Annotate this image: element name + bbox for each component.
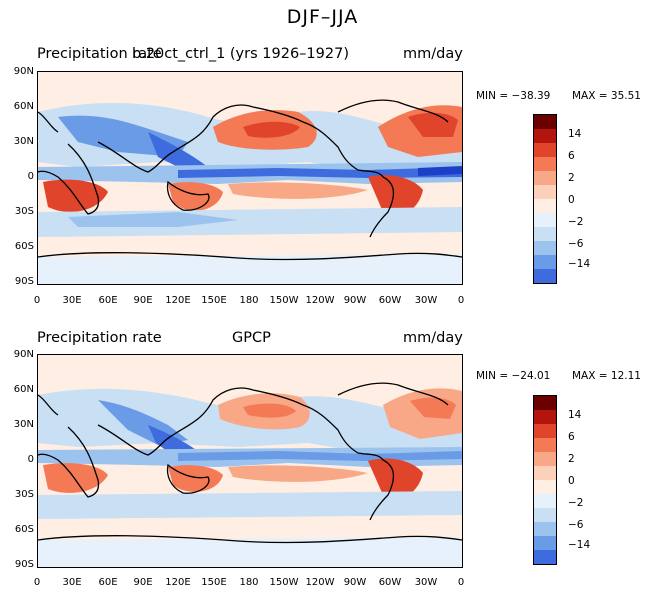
panel-1-lat-label: 30S — [14, 206, 34, 217]
panel-1-units: mm/day — [403, 46, 463, 62]
panel-1-colorbar-label: −14 — [568, 258, 591, 270]
panel-1-lat-label: 30N — [13, 136, 34, 147]
panel-2-units: mm/day — [403, 330, 463, 346]
panel-1-colorbar-label: 14 — [568, 128, 582, 140]
panel-1-colorbar — [533, 114, 557, 284]
panel-1-lon-label: 30W — [414, 295, 438, 306]
figure-title: DJF–JJA — [286, 6, 359, 28]
panel-2-lon-label: 0 — [457, 577, 465, 588]
panel-1-lon-label: 150E — [201, 295, 227, 306]
panel-2-lat-label: 90N — [13, 349, 34, 360]
panel-1-center-title: b.20ct_ctrl_1 (yrs 1926–1927) — [132, 46, 349, 62]
colorbar-swatch — [534, 199, 556, 213]
panel-2-lon-label: 150W — [269, 577, 299, 588]
colorbar-swatch — [534, 410, 556, 424]
panel-2-colorbar-label: 0 — [568, 475, 575, 487]
panel-1-lon-label: 120W — [305, 295, 335, 306]
panel-2-lat-label: 60N — [13, 384, 34, 395]
colorbar-swatch — [534, 452, 556, 466]
panel-2-lat-label: 60S — [14, 524, 34, 535]
panel-1-lon-label: 120E — [165, 295, 191, 306]
panel-2-colorbar-label: 2 — [568, 453, 575, 465]
panel-2-lat-label: 30S — [14, 489, 34, 500]
colorbar-swatch — [534, 213, 556, 227]
panel-2-left-title: Precipitation rate — [37, 330, 162, 346]
colorbar-swatch — [534, 143, 556, 157]
colorbar-swatch — [534, 171, 556, 185]
panel-1-map — [37, 71, 463, 285]
panel-2-lon-label: 30W — [414, 577, 438, 588]
panel-1-lat-label: 60N — [13, 101, 34, 112]
panel-1-max: MAX = 35.51 — [572, 90, 641, 102]
panel-2-max: MAX = 12.11 — [572, 370, 641, 382]
panel-2-colorbar-label: −2 — [568, 497, 584, 509]
panel-1-lon-label: 90E — [133, 295, 153, 306]
panel-2-colorbar-label: −14 — [568, 539, 591, 551]
panel-1-lon-label: 30E — [62, 295, 82, 306]
panel-1-lat-label: 0 — [27, 171, 34, 182]
colorbar-swatch — [534, 129, 556, 143]
panel-1-lon-label: 0 — [457, 295, 465, 306]
colorbar-swatch — [534, 396, 556, 410]
colorbar-swatch — [534, 241, 556, 255]
panel-1-colorbar-label: −2 — [568, 216, 584, 228]
panel-1-lat-label: 90N — [13, 66, 34, 77]
panel-1-lat-label: 90S — [14, 276, 34, 287]
panel-2-lon-label: 180 — [239, 577, 259, 588]
colorbar-swatch — [534, 227, 556, 241]
colorbar-swatch — [534, 480, 556, 494]
panel-2-lon-label: 120E — [165, 577, 191, 588]
panel-1-lon-label: 0 — [33, 295, 41, 306]
panel-1-lon-label: 150W — [269, 295, 299, 306]
panel-2-lon-label: 30E — [62, 577, 82, 588]
colorbar-swatch — [534, 269, 556, 283]
colorbar-swatch — [534, 508, 556, 522]
panel-2-lon-label: 0 — [33, 577, 41, 588]
panel-2-lon-label: 90E — [133, 577, 153, 588]
panel-2-colorbar-label: −6 — [568, 519, 584, 531]
panel-1-lon-label: 60E — [98, 295, 118, 306]
colorbar-swatch — [534, 494, 556, 508]
panel-2-lon-label: 60E — [98, 577, 118, 588]
panel-2-lon-label: 90W — [343, 577, 367, 588]
colorbar-swatch — [534, 438, 556, 452]
panel-2-colorbar-label: 6 — [568, 431, 575, 443]
panel-1-lon-label: 60W — [378, 295, 402, 306]
panel-2-lat-label: 0 — [27, 454, 34, 465]
colorbar-swatch — [534, 522, 556, 536]
colorbar-swatch — [534, 424, 556, 438]
colorbar-swatch — [534, 185, 556, 199]
panel-1-lon-label: 180 — [239, 295, 259, 306]
panel-2-colorbar-label: 14 — [568, 409, 582, 421]
panel-1-colorbar-label: 2 — [568, 172, 575, 184]
colorbar-swatch — [534, 157, 556, 171]
panel-2-lat-label: 90S — [14, 559, 34, 570]
panel-1-colorbar-label: −6 — [568, 238, 584, 250]
colorbar-swatch — [534, 536, 556, 550]
panel-1-lat-label: 60S — [14, 241, 34, 252]
colorbar-swatch — [534, 466, 556, 480]
panel-1-colorbar-label: 6 — [568, 150, 575, 162]
panel-2-lon-label: 60W — [378, 577, 402, 588]
panel-2-lon-label: 150E — [201, 577, 227, 588]
panel-2-map-svg — [38, 355, 462, 567]
colorbar-swatch — [534, 550, 556, 564]
panel-2-min: MIN = −24.01 — [476, 370, 551, 382]
panel-1-left-title: Precipitation rate — [37, 46, 162, 62]
colorbar-swatch — [534, 255, 556, 269]
colorbar-swatch — [534, 115, 556, 129]
panel-2-colorbar — [533, 395, 557, 565]
panel-1-min: MIN = −38.39 — [476, 90, 551, 102]
panel-1-lon-label: 90W — [343, 295, 367, 306]
panel-2-lat-label: 30N — [13, 419, 34, 430]
panel-2-lon-label: 120W — [305, 577, 335, 588]
panel-2-center-title: GPCP — [232, 330, 271, 346]
panel-1-map-svg — [38, 72, 462, 284]
panel-2-map — [37, 354, 463, 568]
panel-1-colorbar-label: 0 — [568, 194, 575, 206]
